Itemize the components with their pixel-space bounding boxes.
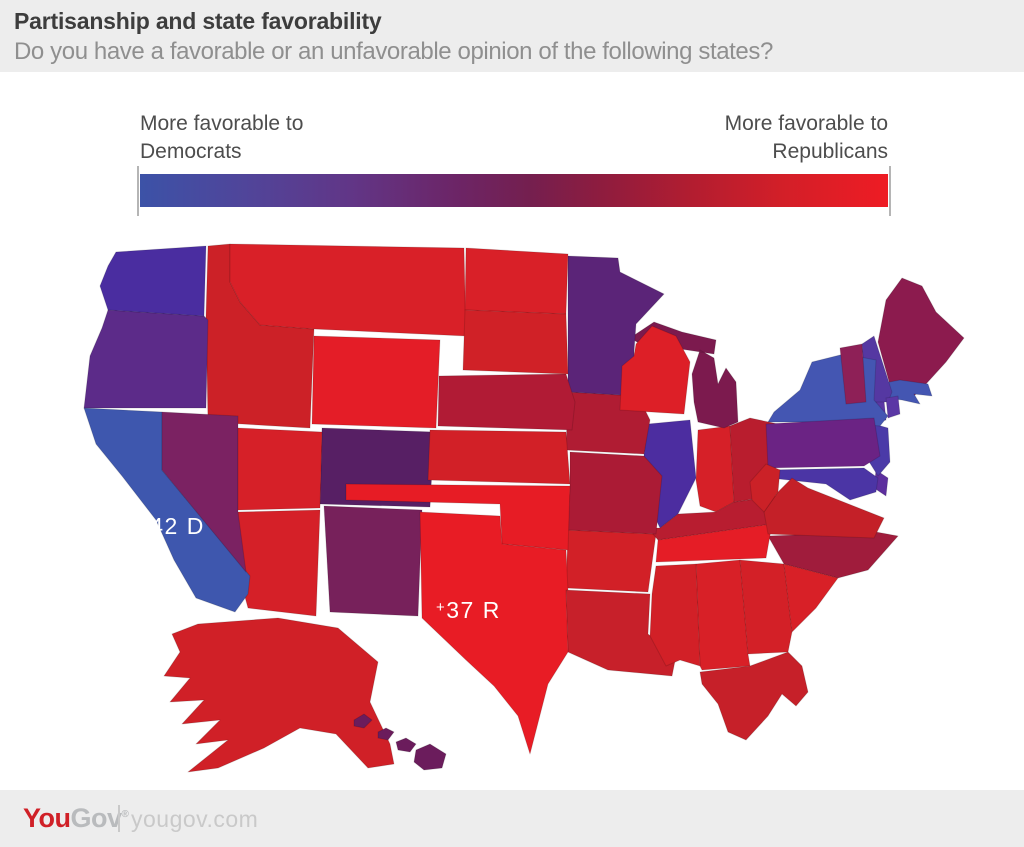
footer-url: yougov.com bbox=[131, 806, 259, 832]
state-ms bbox=[649, 563, 701, 667]
state-ne bbox=[437, 373, 576, 431]
state-or bbox=[83, 309, 209, 409]
state-wa bbox=[99, 245, 207, 317]
state-pa bbox=[765, 417, 881, 469]
logo-gov: Gov bbox=[70, 803, 123, 833]
header: Partisanship and state favorability Do y… bbox=[0, 0, 1024, 72]
state-va bbox=[763, 477, 885, 539]
state-tn bbox=[655, 523, 773, 563]
logo-registered-mark: ® bbox=[121, 809, 129, 820]
state-ut bbox=[237, 427, 323, 511]
state-tx bbox=[419, 511, 569, 755]
legend-label-line: Democrats bbox=[140, 140, 242, 163]
state-me bbox=[877, 277, 965, 397]
state-az bbox=[235, 509, 321, 617]
state-mt bbox=[229, 243, 467, 337]
legend-right-label: More favorable to Republicans bbox=[725, 110, 888, 166]
state-wi bbox=[619, 325, 691, 415]
logo-divider bbox=[118, 805, 120, 832]
state-sd bbox=[462, 309, 569, 375]
footer: YouGov® yougov.com bbox=[0, 790, 1024, 847]
legend-tick-right bbox=[889, 166, 891, 216]
annotations-layer: +42 D +37 R bbox=[140, 513, 501, 623]
legend-gradient-bar bbox=[140, 174, 888, 207]
state-mn bbox=[567, 255, 665, 397]
state-nv bbox=[161, 411, 247, 573]
legend-tick-left bbox=[137, 166, 139, 216]
state-mo bbox=[567, 451, 663, 535]
legend-label-line: Republicans bbox=[772, 140, 888, 163]
state-in bbox=[695, 425, 735, 513]
legend-label-line: More favorable to bbox=[140, 112, 304, 135]
logo-you: You bbox=[23, 803, 71, 833]
us-choropleth-map: +42 D +37 R bbox=[83, 243, 965, 773]
state-ny bbox=[767, 353, 889, 427]
state-ri bbox=[885, 395, 901, 419]
state-wy bbox=[311, 335, 441, 429]
state-ga bbox=[739, 559, 793, 655]
legend-left-label: More favorable to Democrats bbox=[140, 110, 303, 166]
yougov-logo: YouGov® bbox=[23, 803, 129, 834]
state-sc bbox=[783, 563, 839, 633]
state-ar bbox=[565, 529, 657, 593]
state-vt bbox=[839, 343, 867, 405]
state-annotation-texas: +37 R bbox=[436, 597, 501, 623]
state-la bbox=[565, 589, 677, 677]
state-md bbox=[767, 467, 879, 501]
state-ks bbox=[427, 429, 571, 485]
page-title: Partisanship and state favorability bbox=[14, 8, 382, 34]
state-hi bbox=[353, 713, 447, 771]
state-ak bbox=[163, 617, 395, 773]
states-layer bbox=[83, 243, 965, 773]
state-nm bbox=[323, 505, 423, 617]
legend-label-line: More favorable to bbox=[724, 112, 888, 135]
state-wv bbox=[749, 463, 781, 513]
state-nd bbox=[464, 247, 569, 315]
page-subtitle: Do you have a favorable or an unfavorabl… bbox=[14, 38, 773, 65]
state-annotation-california: +42 D bbox=[140, 513, 205, 539]
